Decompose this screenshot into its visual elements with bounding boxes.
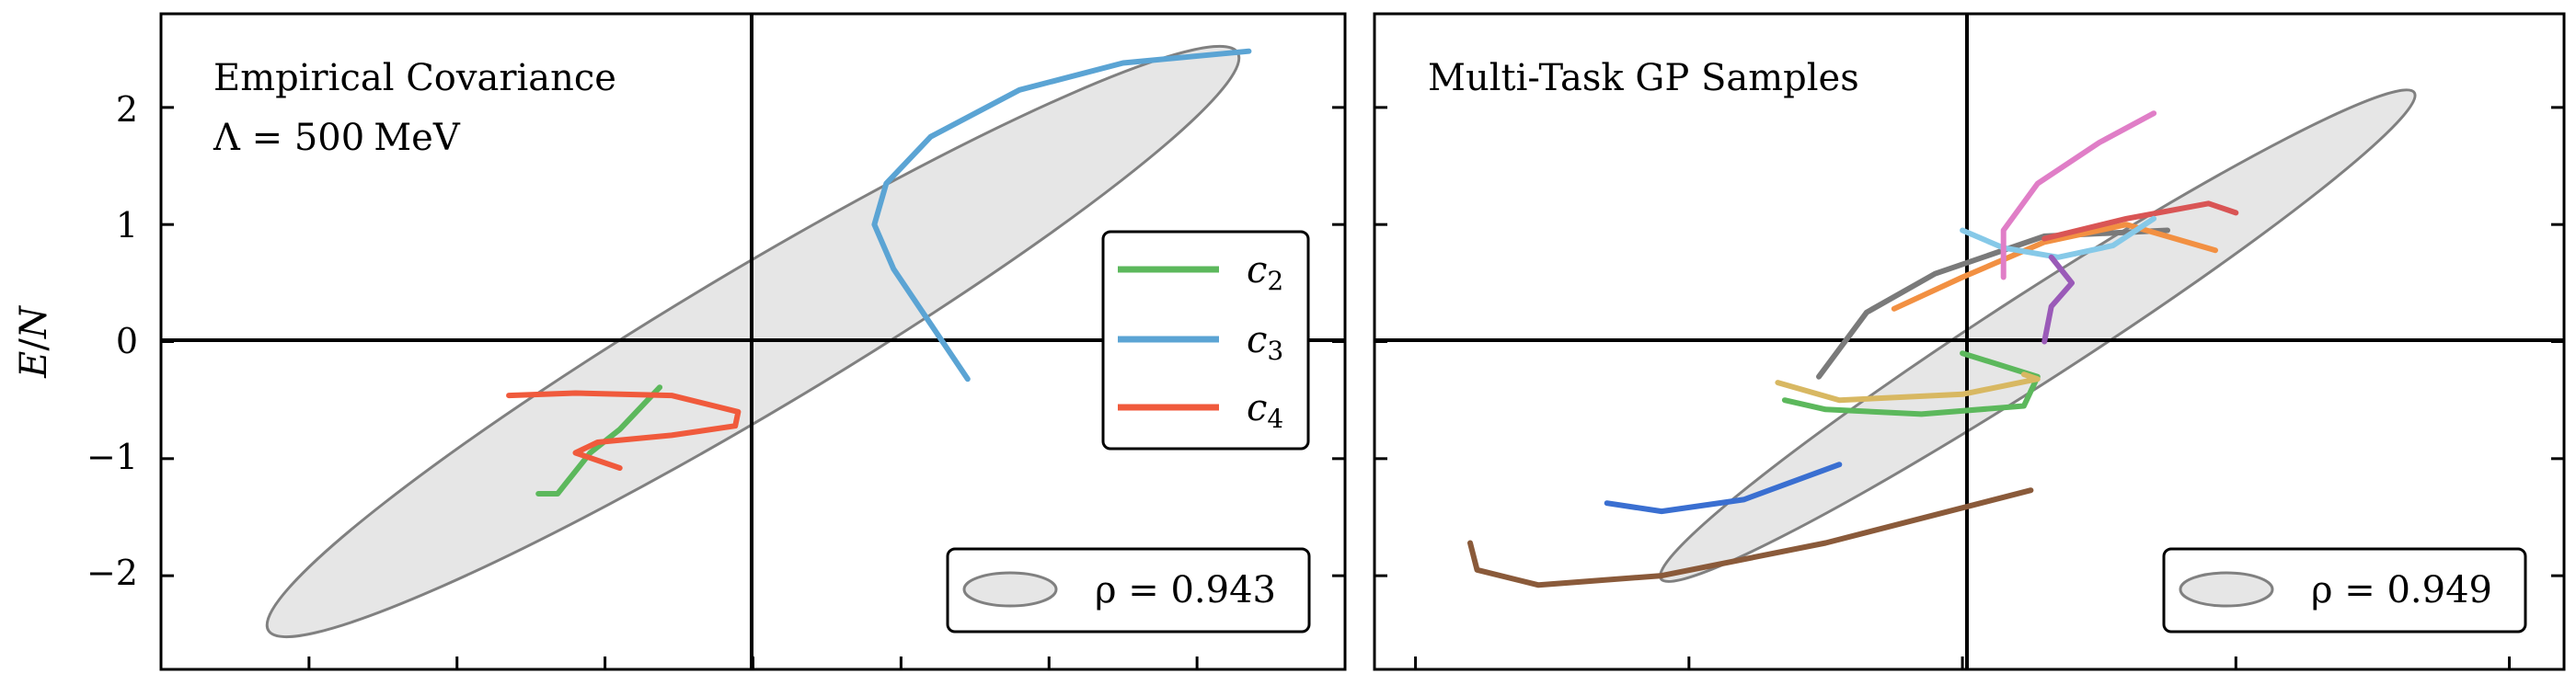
panel-left-subtitle-prefix: Λ = 500: [213, 117, 364, 159]
covariance-ellipse-gp: [1659, 88, 2417, 583]
rho-legend-label-right: ρ = 0.949: [2311, 569, 2492, 611]
series-line-right-9: [2041, 254, 2075, 345]
rho-legend-right: ρ = 0.949: [2162, 547, 2527, 634]
ticks-right: [1374, 106, 2564, 669]
series-line-right-8: [2000, 110, 2157, 280]
rho-legend-box-right: [2162, 547, 2527, 634]
y-tick-label-1: 1: [116, 205, 138, 245]
series-line-left-c3: [871, 48, 1252, 382]
rho-legend-label-left: ρ = 0.943: [1095, 569, 1276, 611]
y-tick-label-m2: −2: [86, 553, 138, 593]
y-tick-label-m1: −1: [86, 437, 138, 477]
series-line-left-c4: [506, 390, 742, 471]
series-line-right-3: [1775, 371, 2041, 404]
legend-label-c3: c3: [1247, 319, 1283, 366]
series-line-right-1: [1467, 487, 2034, 588]
y-axis-label-main: E: [13, 351, 55, 379]
rho-legend-swatch-left: [962, 571, 1058, 608]
panel-left-subtitle-unit: MeV: [374, 117, 461, 159]
legend-label-c2: c2: [1247, 249, 1283, 296]
y-axis-label-tail: N: [13, 304, 55, 339]
panel-right-title: Multi-Task GP Samples: [1428, 57, 1859, 99]
y-tick-label-0: 0: [116, 321, 138, 361]
series-line-right-7: [1960, 215, 2157, 260]
series-group-left: [506, 48, 1252, 497]
panel-left: Empirical Covariance Λ = 500 MeV c2 c3 c4…: [159, 12, 1347, 671]
ticks-left: [161, 106, 1345, 669]
legend: c2 c3 c4: [1101, 230, 1310, 451]
series-line-right-5: [1891, 222, 2218, 312]
rho-legend-box-left: [946, 547, 1311, 634]
series-line-right-6: [2041, 200, 2239, 242]
series-line-left-c2: [535, 384, 663, 497]
legend-label-c4: c4: [1247, 387, 1283, 434]
y-axis-label: E/N: [13, 304, 55, 379]
panel-right: Multi-Task GP Samples ρ = 0.949: [1373, 12, 2566, 671]
rho-legend-swatch-right: [2179, 571, 2274, 608]
y-axis-label-sep: /: [13, 338, 55, 351]
y-tick-label-2: 2: [116, 89, 138, 130]
series-line-right-0: [1604, 462, 1843, 515]
y-tick-labels: 2 1 0 −1 −2: [86, 89, 138, 593]
series-group-right: [1467, 110, 2239, 588]
panel-left-subtitle: Λ = 500 MeV: [213, 117, 461, 159]
rho-legend-left: ρ = 0.943: [946, 547, 1311, 634]
panel-left-title: Empirical Covariance: [213, 57, 616, 99]
